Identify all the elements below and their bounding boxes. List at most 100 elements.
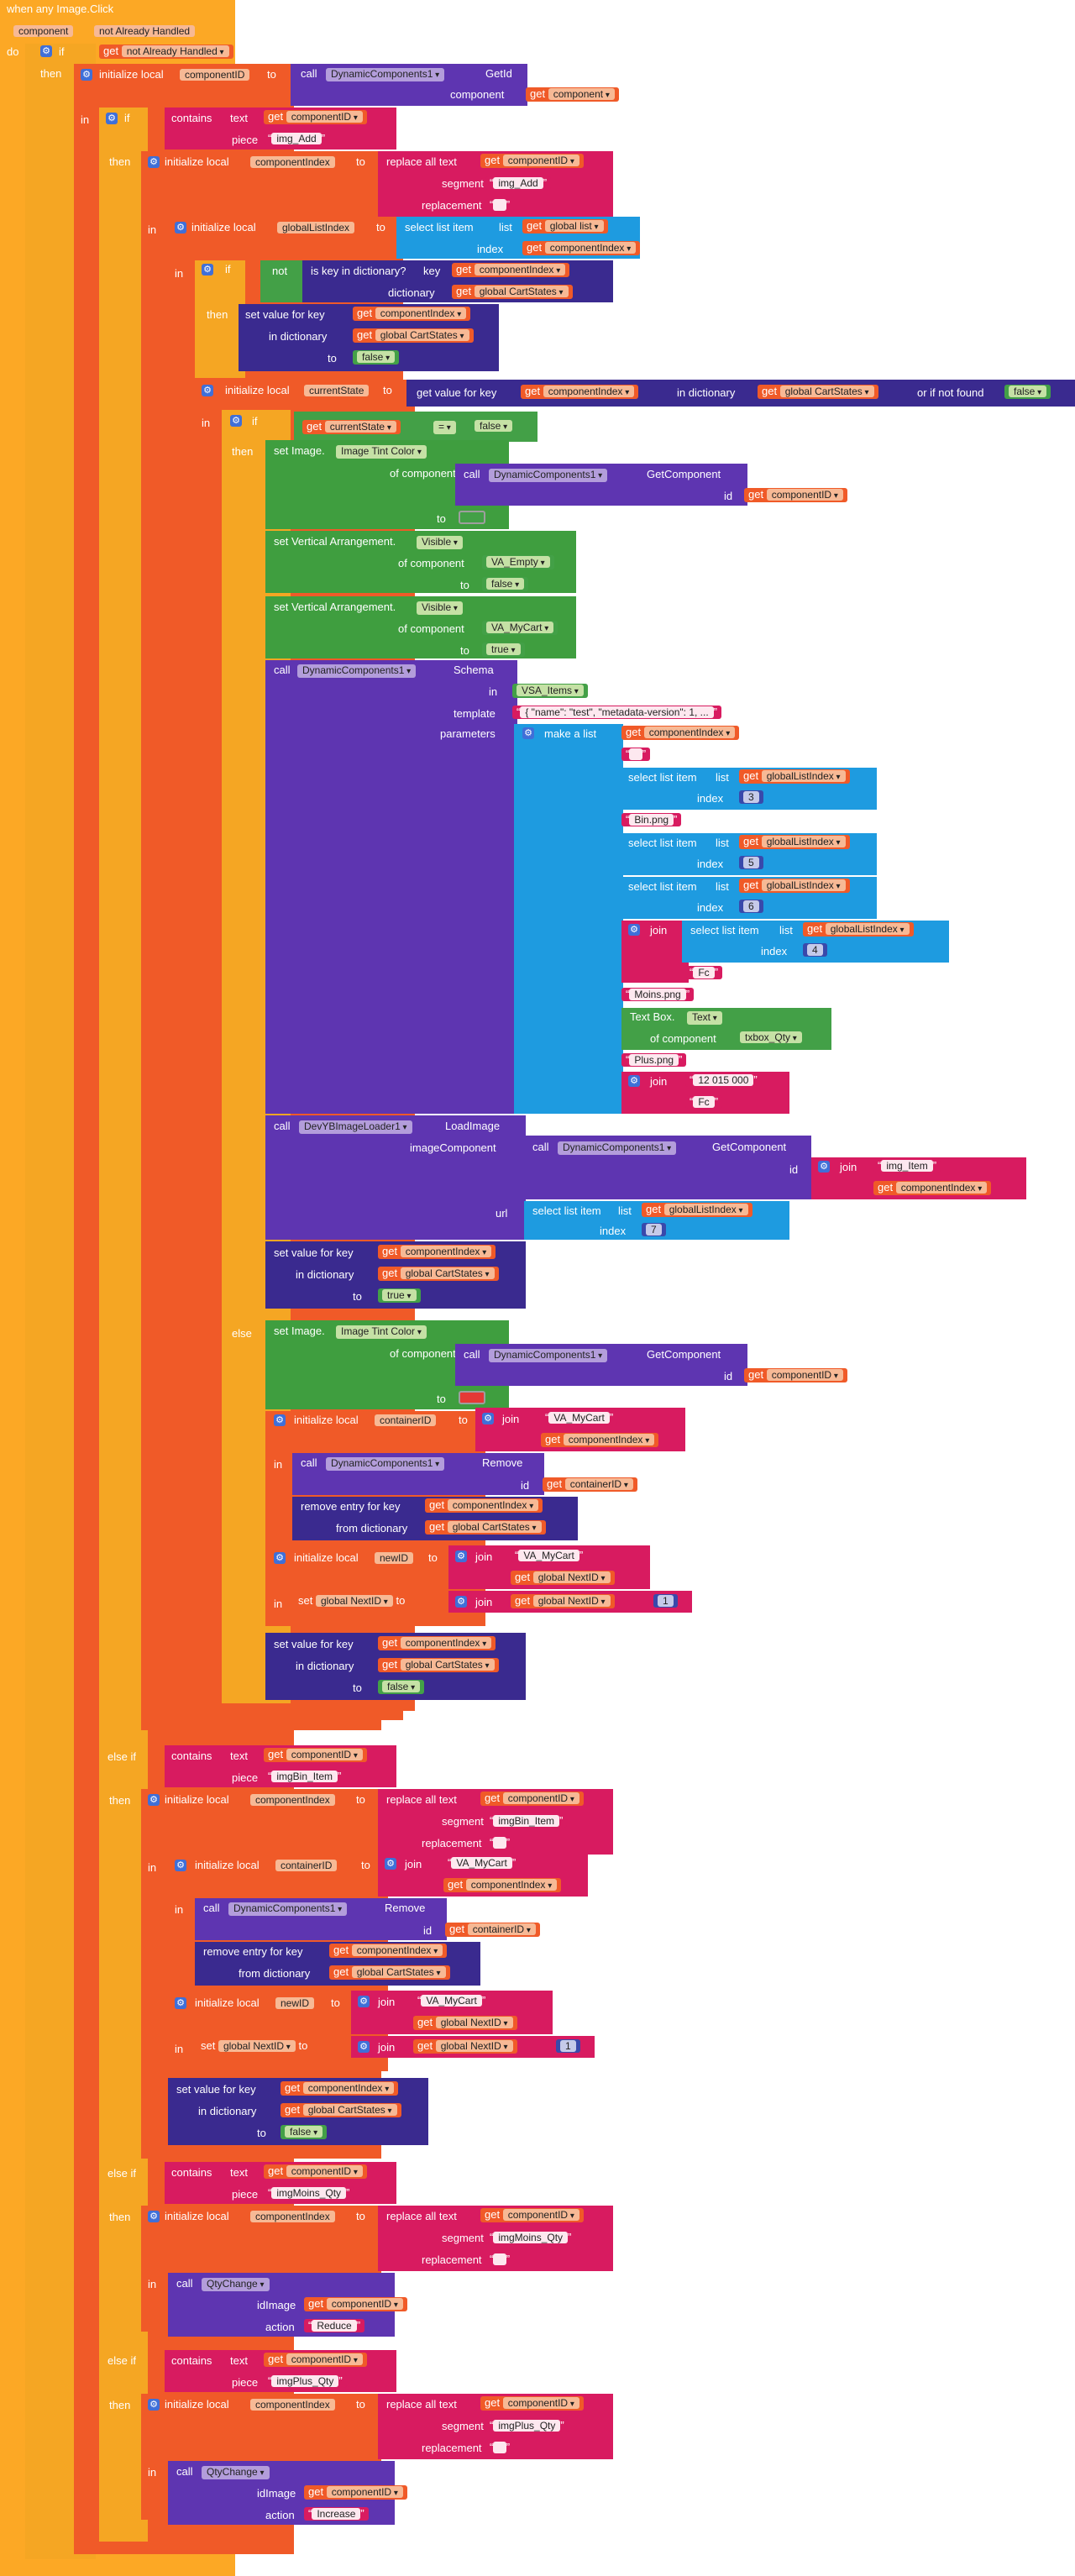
boolean-dropdown[interactable]: false [475, 420, 513, 432]
text-field[interactable]: img_Add [271, 133, 322, 144]
gear-icon[interactable]: ⚙ [175, 1997, 186, 2009]
var-dropdown[interactable]: global CartStates [400, 1267, 495, 1279]
text-field[interactable]: imgPlus_Qty [271, 2375, 339, 2387]
component-dropdown[interactable]: DynamicComponents1 [326, 1457, 445, 1471]
gear-icon[interactable]: ⚙ [522, 727, 534, 739]
property-dropdown[interactable]: Visible [417, 536, 463, 549]
gear-icon[interactable]: ⚙ [818, 1161, 830, 1173]
text-literal[interactable]: “imgBin_Item” [485, 1814, 568, 1828]
var-dropdown[interactable]: componentIndex [544, 242, 637, 254]
call-schema-block[interactable] [265, 660, 517, 1114]
text-field[interactable]: imgBin_Item [271, 1771, 338, 1782]
gear-icon[interactable]: ⚙ [230, 415, 242, 427]
get-block[interactable]: get componentID [304, 2297, 407, 2311]
var-name-field[interactable]: newID [375, 1552, 414, 1564]
number-block[interactable]: 5 [739, 856, 763, 869]
color-swatch-red[interactable] [459, 1391, 485, 1404]
gear-icon[interactable]: ⚙ [148, 2211, 160, 2222]
text-literal[interactable]: “ ” [485, 1836, 515, 1849]
var-dropdown[interactable]: containerID [467, 1923, 536, 1935]
gear-icon[interactable]: ⚙ [202, 264, 213, 275]
var-dropdown[interactable]: componentID [286, 2165, 363, 2177]
var-dropdown[interactable]: global NextID [532, 1595, 611, 1607]
boolean-block[interactable]: true [378, 1288, 421, 1303]
text-literal[interactable]: “VA_MyCart” [511, 1549, 588, 1562]
text-field[interactable]: VA_MyCart [518, 1550, 579, 1561]
get-block[interactable]: get componentIndex [541, 1433, 659, 1447]
get-block[interactable]: get global CartStates [378, 1658, 499, 1672]
component-dropdown[interactable]: VA_Empty [486, 556, 550, 568]
component-dropdown[interactable]: DynamicComponents1 [558, 1141, 677, 1155]
text-literal[interactable]: “img_Add” [264, 132, 330, 145]
text-literal[interactable]: “VA_MyCart” [443, 1856, 521, 1870]
var-dropdown[interactable]: componentIndex [563, 1434, 655, 1445]
get-block[interactable]: get global NextID [413, 2016, 517, 2030]
procedure-dropdown[interactable]: QtyChange [202, 2466, 270, 2479]
get-block[interactable]: get component [526, 87, 619, 102]
text-field[interactable]: Fc [693, 967, 715, 978]
text-field[interactable]: Reduce [312, 2320, 357, 2332]
text-field[interactable]: VA_MyCart [548, 1412, 610, 1424]
boolean-dropdown[interactable]: false [357, 351, 396, 363]
text-field[interactable]: Increase [312, 2508, 361, 2520]
get-block[interactable]: get componentID [480, 1792, 584, 1806]
var-name-field[interactable]: globalListIndex [277, 222, 355, 233]
gear-icon[interactable]: ⚙ [274, 1552, 286, 1564]
gear-icon[interactable]: ⚙ [148, 2399, 160, 2411]
boolean-block[interactable]: false [353, 350, 400, 365]
get-block[interactable]: get containerID [445, 1923, 540, 1937]
gear-icon[interactable]: ⚙ [202, 385, 213, 396]
component-dropdown[interactable]: DynamicComponents1 [326, 68, 445, 81]
property-dropdown[interactable]: Visible [417, 601, 463, 615]
text-literal[interactable]: “imgMoins_Qty” [264, 2186, 354, 2200]
number-field[interactable]: 4 [807, 944, 823, 956]
var-dropdown[interactable]: componentIndex [474, 264, 566, 275]
component-dropdown[interactable]: DevYBImageLoader1 [299, 1120, 412, 1134]
var-dropdown[interactable]: global CartStates [351, 1966, 446, 1978]
get-block[interactable]: get globalListIndex [739, 769, 850, 784]
component-dropdown[interactable]: DynamicComponents1 [489, 469, 608, 482]
var-dropdown[interactable]: componentID [502, 1792, 579, 1804]
get-block[interactable]: get global CartStates [758, 385, 878, 399]
component-block[interactable]: txbox_Qty [736, 1031, 806, 1045]
gear-icon[interactable]: ⚙ [175, 222, 186, 233]
gear-icon[interactable]: ⚙ [385, 1858, 396, 1870]
var-dropdown[interactable]: componentID [286, 111, 363, 123]
gear-icon[interactable]: ⚙ [482, 1413, 494, 1424]
text-field[interactable]: imgPlus_Qty [493, 2420, 561, 2432]
get-block[interactable]: get globalListIndex [739, 835, 850, 849]
number-field[interactable]: 5 [743, 857, 759, 868]
text-field[interactable]: { "name": "test", "metadata-version": 1,… [520, 706, 714, 718]
get-block[interactable]: get componentIndex [522, 241, 641, 255]
text-literal[interactable]: “ ” [621, 748, 651, 761]
text-field[interactable]: VA_MyCart [421, 1995, 482, 2007]
get-block[interactable]: get global list [522, 219, 608, 233]
number-block[interactable]: 1 [653, 1594, 678, 1608]
text-literal[interactable]: “12 015 000” [685, 1073, 762, 1087]
var-dropdown[interactable]: componentID [502, 155, 579, 166]
var-dropdown[interactable]: globalListIndex [761, 879, 846, 891]
get-block[interactable]: get componentIndex [452, 263, 570, 277]
get-block[interactable]: get componentIndex [521, 385, 639, 399]
component-dropdown[interactable]: txbox_Qty [740, 1031, 802, 1043]
var-dropdown[interactable]: componentID [766, 489, 843, 501]
property-dropdown[interactable]: Image Tint Color [336, 1325, 427, 1339]
get-block[interactable]: get componentID [264, 1748, 367, 1762]
component-dropdown[interactable]: VA_MyCart [486, 622, 554, 633]
text-literal[interactable]: “Plus.png” [621, 1053, 687, 1067]
var-name-field[interactable]: componentIndex [250, 1794, 335, 1806]
text-field[interactable]: img_Item [881, 1160, 933, 1172]
text-field[interactable] [493, 2253, 506, 2265]
call-loadimage-block[interactable] [265, 1115, 526, 1240]
var-dropdown[interactable]: global CartStates [400, 1659, 495, 1671]
number-field[interactable]: 7 [646, 1224, 662, 1236]
number-field[interactable]: 6 [743, 900, 759, 912]
var-dropdown[interactable]: global CartStates [447, 1521, 542, 1533]
component-block[interactable]: VA_MyCart [482, 621, 558, 635]
var-dropdown[interactable]: global NextID [532, 1571, 611, 1583]
text-literal[interactable]: “Bin.png” [621, 813, 682, 826]
text-field[interactable]: VA_MyCart [451, 1857, 512, 1869]
boolean-dropdown[interactable]: false [1009, 386, 1047, 397]
var-name-field[interactable]: newID [275, 1997, 315, 2009]
text-field[interactable]: img_Add [493, 177, 543, 189]
